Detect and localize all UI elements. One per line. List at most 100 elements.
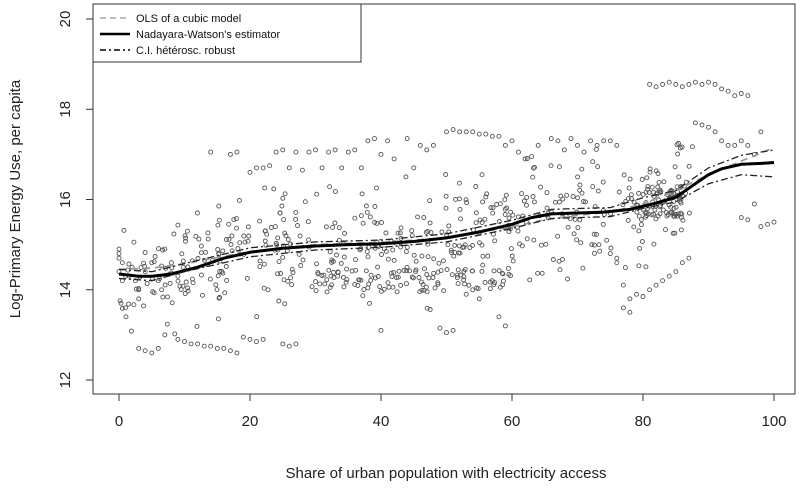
scatter-point [636, 213, 642, 219]
scatter-point [275, 235, 281, 241]
scatter-point [198, 250, 204, 256]
scatter-point [245, 238, 251, 244]
scatter-point [229, 248, 235, 254]
scatter-point [118, 300, 124, 306]
scatter-point [359, 191, 365, 197]
scatter-point [470, 287, 476, 293]
scatter-point [647, 81, 653, 87]
scatter-point [215, 247, 221, 252]
scatter-point [595, 164, 601, 170]
scatter-point [142, 348, 148, 354]
scatter-point [178, 287, 184, 292]
scatter-point [660, 278, 666, 284]
scatter-point [508, 246, 514, 252]
scatter-point [594, 142, 600, 148]
scatter-point [237, 240, 243, 246]
y-tick-label: 12 [57, 372, 74, 389]
scatter-point [309, 284, 315, 290]
scatter-point [466, 282, 472, 288]
scatter-point [449, 272, 455, 278]
scatter-point [699, 122, 705, 128]
scatter-point [395, 230, 401, 236]
scatter-point [640, 294, 646, 299]
scatter-point [344, 266, 350, 272]
scatter-point [440, 258, 446, 264]
scatter-point [521, 198, 527, 204]
scatter-point [506, 215, 512, 221]
scatter-point [544, 190, 550, 196]
scatter-point [327, 284, 333, 290]
scatter-point [349, 268, 355, 274]
scatter-point [491, 282, 497, 288]
scatter-point [678, 210, 684, 216]
scatter-point [227, 151, 233, 157]
legend-label-nw: Nadayara-Watson's estimator [136, 29, 280, 41]
scatter-point [661, 179, 667, 185]
scatter-point [378, 151, 384, 157]
scatter-point [355, 283, 361, 288]
scatter-point [622, 265, 628, 271]
scatter-point [293, 209, 299, 215]
scatter-point [288, 275, 294, 281]
scatter-point [527, 277, 533, 283]
scatter-point [660, 81, 666, 87]
scatter-point [483, 194, 489, 200]
scatter-point [592, 250, 597, 256]
scatter-point [296, 251, 302, 257]
scatter-point [360, 293, 366, 299]
scatter-point [329, 282, 335, 288]
scatter-point [285, 278, 291, 284]
scatter-point [281, 217, 287, 223]
scatter-point [331, 269, 336, 275]
scatter-point [242, 239, 248, 245]
scatter-point [435, 280, 441, 286]
x-tick-label: 0 [115, 413, 123, 430]
scatter-point [634, 209, 640, 215]
scatter-point [556, 164, 562, 170]
scatter-point [677, 199, 683, 204]
scatter-point [323, 224, 329, 230]
scatter-point [221, 345, 227, 351]
scatter-point [293, 341, 299, 347]
scatter-point [306, 237, 312, 243]
scatter-point [264, 231, 270, 237]
scatter-point [625, 196, 631, 202]
scatter-point [745, 142, 751, 148]
scatter-point [637, 245, 643, 251]
scatter-point [487, 279, 493, 285]
scatter-point [443, 205, 449, 211]
scatter-point [423, 229, 429, 235]
scatter-point [473, 184, 479, 189]
x-tick-label: 60 [504, 413, 521, 430]
scatter-point [620, 202, 626, 208]
scatter-point [223, 237, 229, 242]
scatter-point [450, 127, 456, 133]
scatter-point [236, 197, 242, 203]
scatter-point [771, 219, 777, 225]
scatter-point [458, 216, 463, 222]
scatter-point [725, 142, 731, 148]
y-tick-label: 14 [57, 281, 74, 298]
scatter-point [464, 200, 470, 206]
scatter-point [136, 345, 142, 351]
scatter-point [390, 247, 396, 253]
scatter-point [220, 248, 226, 254]
scatter-point [364, 249, 370, 255]
scatter-point [183, 279, 189, 285]
scatter-point [372, 219, 378, 225]
scatter-point [480, 262, 486, 268]
scatter-point [487, 286, 493, 292]
scatter-point [614, 142, 620, 148]
scatter-point [501, 278, 506, 284]
scatter-point [583, 199, 588, 205]
scatter-point [719, 138, 725, 144]
scatter-point [141, 260, 147, 266]
scatter-point [180, 258, 186, 264]
scatter-point [379, 220, 384, 225]
scatter-point [575, 142, 580, 148]
scatter-point [273, 149, 279, 155]
scatter-point [524, 194, 530, 200]
scatter-point [509, 253, 515, 259]
scatter-point [758, 224, 764, 230]
scatter-point [491, 268, 497, 274]
